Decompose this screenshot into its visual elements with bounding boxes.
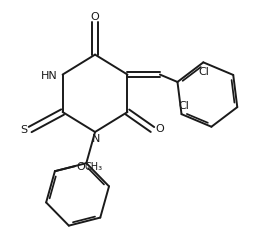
Text: N: N [92, 134, 100, 144]
Text: CH₃: CH₃ [84, 162, 102, 172]
Text: S: S [20, 125, 27, 135]
Text: Cl: Cl [197, 67, 208, 77]
Text: O: O [90, 12, 99, 22]
Text: O: O [76, 162, 85, 172]
Text: O: O [155, 124, 164, 134]
Text: Cl: Cl [178, 101, 189, 111]
Text: HN: HN [40, 70, 57, 80]
